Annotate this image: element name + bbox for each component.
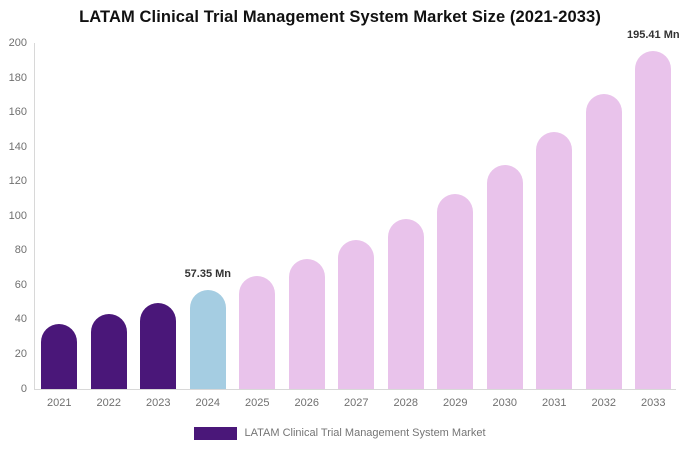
x-axis-line: [34, 389, 676, 390]
y-tick-label-60: 60: [14, 278, 27, 291]
legend-item[interactable]: LATAM Clinical Trial Management System M…: [0, 426, 680, 440]
x-tick-label-2021: 2021: [47, 397, 72, 409]
bar-2026[interactable]: [288, 259, 325, 389]
bar-2028[interactable]: [387, 218, 424, 389]
y-tick-label-160: 160: [8, 106, 27, 119]
y-tick-label-180: 180: [8, 71, 27, 84]
x-tick-label-2026: 2026: [294, 397, 320, 409]
x-tick-label-2033: 2033: [641, 397, 666, 409]
bar-2030[interactable]: [486, 165, 523, 389]
x-tick-label-2023: 2023: [146, 397, 171, 409]
y-tick-label-20: 20: [14, 347, 27, 360]
bar-2024[interactable]: [189, 289, 226, 389]
data-label-2024: 57.35 Mn: [184, 267, 232, 280]
bar-2022[interactable]: [90, 313, 127, 389]
bar-2027[interactable]: [338, 240, 375, 389]
bar-2029[interactable]: [437, 193, 474, 389]
legend-swatch: [194, 426, 238, 440]
y-tick-label-140: 140: [8, 140, 27, 153]
x-tick-label-2025: 2025: [245, 397, 270, 409]
y-tick-label-40: 40: [14, 313, 27, 326]
y-tick-label-120: 120: [8, 175, 27, 188]
bar-2031[interactable]: [536, 132, 573, 389]
bar-2032[interactable]: [585, 94, 622, 389]
y-axis-line: [34, 43, 35, 390]
legend-label: LATAM Clinical Trial Management System M…: [244, 427, 486, 439]
chart-title: LATAM Clinical Trial Management System M…: [79, 8, 601, 26]
bar-2021[interactable]: [41, 324, 78, 389]
x-tick-label-2030: 2030: [492, 397, 518, 409]
x-tick-label-2024: 2024: [195, 397, 221, 409]
x-tick-label-2031: 2031: [542, 397, 567, 409]
x-tick-label-2027: 2027: [344, 397, 369, 409]
x-tick-label-2032: 2032: [591, 397, 617, 409]
y-tick-label-200: 200: [8, 37, 27, 49]
x-tick-label-2022: 2022: [96, 397, 122, 409]
y-tick-label-100: 100: [8, 209, 27, 222]
bar-2023[interactable]: [140, 302, 177, 389]
bar-2025[interactable]: [239, 275, 276, 389]
x-tick-label-2028: 2028: [393, 397, 419, 409]
data-label-2033: 195.41 Mn: [627, 29, 680, 42]
bar-2033[interactable]: [635, 51, 672, 389]
y-tick-label-0: 0: [20, 382, 27, 395]
y-tick-label-80: 80: [14, 244, 27, 257]
x-tick-label-2029: 2029: [443, 397, 468, 409]
